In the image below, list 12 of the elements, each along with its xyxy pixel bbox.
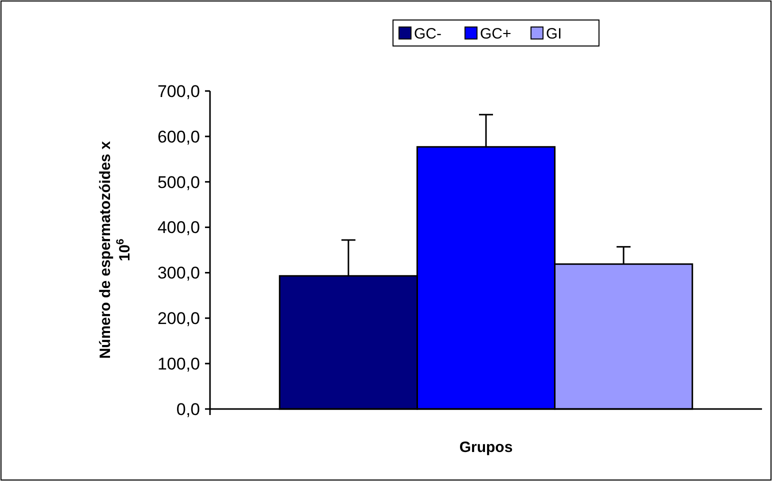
y-tick-label: 200,0 (157, 309, 200, 328)
x-axis-title: Grupos (459, 439, 513, 456)
legend-label: GC+ (480, 25, 512, 42)
y-tick-label: 0,0 (176, 400, 200, 419)
legend-label: GC- (414, 25, 442, 42)
y-tick-label: 500,0 (157, 172, 200, 192)
y-tick-label: 600,0 (157, 127, 200, 146)
y-tick-label: 700,0 (157, 82, 200, 101)
y-tick-label: 300,0 (157, 264, 200, 283)
y-tick-label: 100,0 (157, 354, 200, 374)
y-tick-label: 400,0 (157, 218, 200, 238)
legend-label: GI (546, 25, 562, 42)
